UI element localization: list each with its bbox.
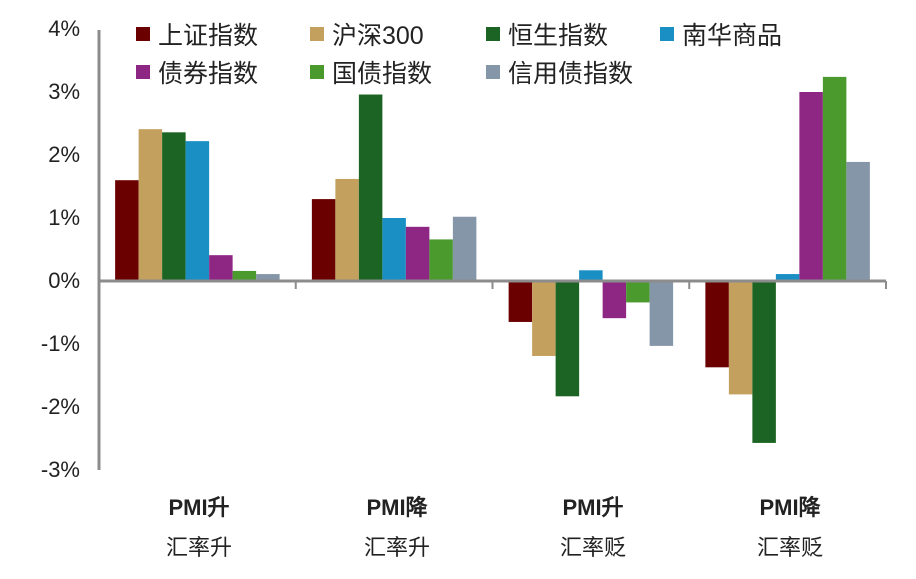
legend-swatch-icon — [486, 65, 500, 79]
y-tick-label: 4% — [48, 16, 80, 41]
bar — [602, 281, 627, 319]
bar — [311, 199, 336, 281]
legend-item-shanghai: 上证指数 — [136, 16, 258, 52]
legend-label: 南华商品 — [682, 22, 783, 50]
legend-swatch-icon — [136, 65, 150, 79]
legend-label: 上证指数 — [158, 22, 259, 50]
legend-item-credit: 信用债指数 — [486, 54, 633, 90]
legend-swatch-icon — [486, 27, 500, 41]
legend-item-hangseng: 恒生指数 — [486, 16, 608, 52]
x-category-label: PMI降 汇率贬 — [710, 488, 870, 568]
y-tick-label: 1% — [48, 205, 80, 230]
x-category-label: PMI升 汇率升 — [119, 488, 279, 568]
y-tick-label: 3% — [48, 79, 80, 104]
legend-item-treasury: 国债指数 — [310, 54, 432, 90]
bar — [429, 239, 453, 281]
y-tick-label: -2% — [40, 394, 80, 419]
bar — [579, 270, 603, 281]
category-line-1: PMI降 — [366, 495, 428, 520]
bar — [775, 274, 800, 281]
legend-item-csi300: 沪深300 — [310, 16, 424, 52]
bar — [358, 94, 383, 282]
bar — [705, 281, 729, 368]
bar — [185, 141, 210, 281]
legend-swatch-icon — [310, 65, 324, 79]
legend-item-nanhua: 南华商品 — [660, 16, 782, 52]
legend-swatch-icon — [660, 27, 674, 41]
bar — [382, 218, 406, 281]
bar — [162, 132, 186, 281]
legend-label: 恒生指数 — [508, 22, 609, 50]
y-tick-label: -1% — [40, 331, 80, 356]
category-line-2: 汇率贬 — [756, 535, 823, 560]
bar — [799, 92, 823, 281]
x-category-label: PMI升 汇率贬 — [513, 488, 673, 568]
legend-swatch-icon — [310, 27, 324, 41]
category-line-1: PMI升 — [168, 495, 230, 520]
bar — [335, 178, 359, 281]
bar — [752, 281, 776, 443]
bar — [555, 281, 580, 397]
category-line-1: PMI升 — [562, 495, 624, 520]
bar — [822, 76, 847, 281]
bar — [846, 161, 870, 281]
bar — [649, 281, 674, 346]
legend-label: 信用债指数 — [508, 60, 634, 88]
y-tick-label: 0% — [48, 268, 80, 293]
bar — [115, 180, 139, 281]
bar — [405, 226, 430, 281]
bar — [256, 274, 280, 281]
legend-label: 债券指数 — [158, 60, 259, 88]
bar — [209, 255, 233, 281]
x-category-label: PMI降 汇率升 — [317, 488, 477, 568]
category-line-1: PMI降 — [759, 495, 821, 520]
bar — [626, 281, 650, 303]
category-line-2: 汇率升 — [363, 535, 430, 560]
bar — [138, 129, 163, 281]
bar — [728, 281, 753, 395]
bar — [508, 281, 533, 322]
legend-label: 沪深300 — [332, 22, 424, 50]
legend-item-bond: 债券指数 — [136, 54, 258, 90]
y-tick-label: 2% — [48, 142, 80, 167]
bar — [232, 270, 257, 281]
legend-label: 国债指数 — [332, 60, 433, 88]
category-line-2: 汇率贬 — [559, 535, 626, 560]
bar — [532, 281, 556, 356]
y-tick-label: -3% — [40, 457, 80, 482]
legend-swatch-icon — [136, 27, 150, 41]
bar — [452, 216, 477, 281]
category-line-2: 汇率升 — [165, 535, 232, 560]
